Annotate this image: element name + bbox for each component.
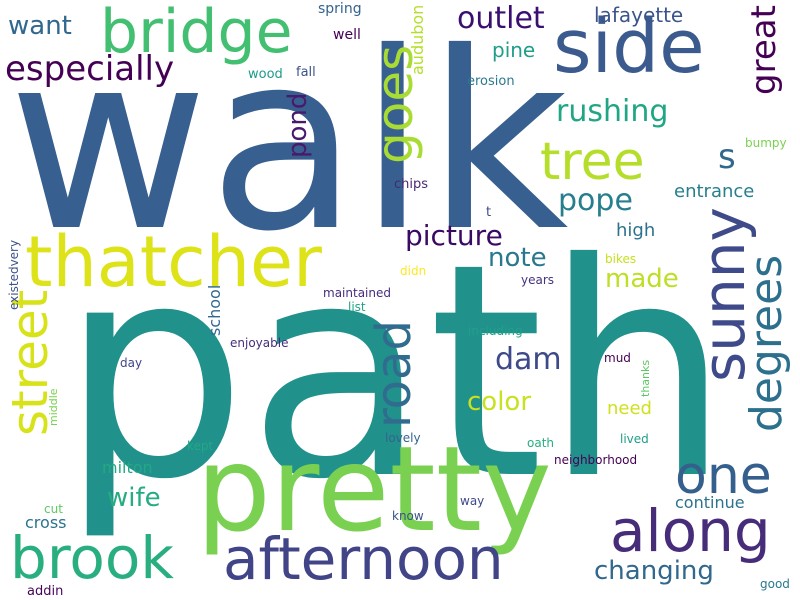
word-enjoyable: enjoyable: [230, 336, 289, 350]
word-kept: kept: [187, 439, 214, 453]
word-cross: cross: [25, 513, 67, 532]
word-good: good: [760, 577, 790, 591]
word-thanks: thanks: [639, 359, 652, 398]
word-milton: milton: [102, 458, 153, 477]
word-neighborhood: neighborhood: [554, 453, 638, 467]
word-years: years: [521, 273, 555, 287]
word-audubon: audubon: [408, 5, 427, 76]
word-road: road: [366, 319, 422, 428]
word-cut: cut: [44, 502, 63, 516]
word-brook: brook: [10, 524, 174, 592]
word-school: school: [205, 285, 224, 337]
word-spring: spring: [318, 1, 362, 17]
word-fall: fall: [296, 65, 316, 80]
word-didn: didn: [400, 264, 427, 278]
word-maintained: maintained: [323, 286, 391, 300]
word-entrance: entrance: [674, 181, 755, 202]
word-including: including: [468, 324, 523, 338]
word-bikes: bikes: [605, 252, 637, 266]
word-day: day: [120, 356, 143, 370]
word-oath: oath: [527, 436, 555, 450]
word-afternoon: afternoon: [223, 525, 504, 593]
word-need: need: [607, 398, 652, 419]
word-mud: mud: [604, 351, 631, 365]
word-addin: addin: [27, 584, 64, 599]
word-s: s: [718, 137, 736, 177]
word-outlet: outlet: [457, 1, 545, 36]
word-want: want: [8, 11, 72, 41]
word-continue: continue: [675, 493, 745, 512]
word-degrees: degrees: [741, 254, 792, 433]
word-rushing: rushing: [556, 94, 669, 129]
word-chips: chips: [394, 177, 429, 192]
word-side: side: [553, 4, 705, 90]
word-wife: wife: [107, 483, 161, 513]
word-know: know: [392, 509, 424, 523]
word-existedvery: existedvery: [7, 239, 21, 311]
word-along: along: [610, 497, 771, 565]
word-bumpy: bumpy: [745, 136, 787, 150]
word-bridge: bridge: [100, 0, 293, 67]
word-list: list: [348, 300, 366, 314]
word-thatcher: thatcher: [25, 221, 322, 303]
word-picture: picture: [405, 219, 503, 252]
word-erosion: erosion: [467, 74, 515, 89]
word-wood: wood: [248, 67, 283, 82]
word-pretty: pretty: [196, 420, 552, 558]
word-walk: walk: [8, 0, 569, 285]
word-color: color: [467, 387, 532, 417]
word-pond: pond: [283, 92, 313, 159]
word-lived: lived: [620, 432, 649, 446]
word-pope: pope: [558, 183, 633, 218]
word-path: path: [60, 200, 731, 544]
word-made: made: [605, 264, 679, 294]
word-one: one: [675, 446, 772, 506]
word-t: t: [486, 205, 492, 220]
word-pine: pine: [492, 38, 536, 62]
word-changing: changing: [594, 556, 714, 586]
word-dam: dam: [495, 342, 562, 377]
word-way: way: [460, 494, 485, 508]
word-lovely: lovely: [385, 431, 421, 445]
word-great: great: [744, 4, 784, 95]
word-tree: tree: [540, 132, 645, 192]
word-especially: especially: [5, 49, 175, 89]
word-note: note: [488, 243, 547, 273]
word-middle: middle: [47, 387, 60, 426]
word-high: high: [616, 220, 656, 241]
word-lafayette: lafayette: [594, 3, 684, 27]
word-well: well: [333, 27, 361, 43]
